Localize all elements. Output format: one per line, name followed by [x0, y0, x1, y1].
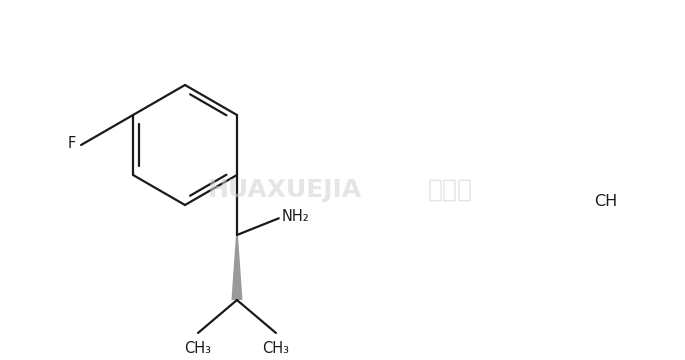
Text: 化学加: 化学加	[427, 178, 473, 202]
Text: HUAXUEJIA: HUAXUEJIA	[208, 178, 362, 202]
Text: NH₂: NH₂	[282, 209, 310, 224]
Text: CH₃: CH₃	[262, 341, 289, 356]
Text: CH₃: CH₃	[184, 341, 212, 356]
Text: F: F	[68, 135, 76, 150]
Polygon shape	[232, 235, 242, 300]
Text: CH: CH	[595, 194, 618, 209]
